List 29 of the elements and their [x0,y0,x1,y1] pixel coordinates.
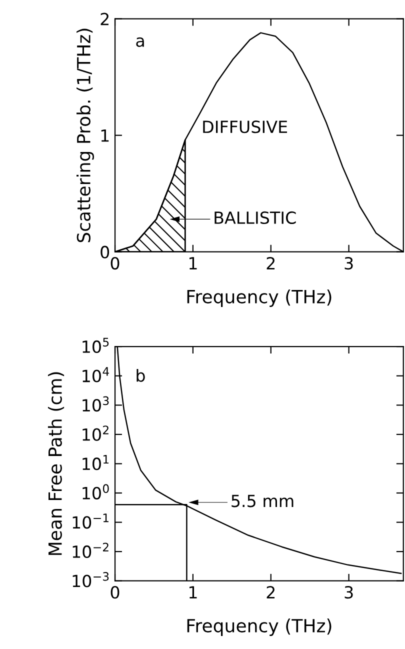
annotation: DIFFUSIVE [203,120,288,134]
y-tick-label: 10$^{2}$ [82,426,108,441]
annotation: 5.5 mm [232,494,294,508]
x-tick-label: 3 [344,586,353,599]
x-tick-label: 0 [110,586,120,599]
y-tick-label: 10$^{−1}$ [72,514,108,529]
x-tick-label: 1 [189,257,197,270]
y-tick-label: 0 [100,246,110,258]
x-tick-label: 1 [189,586,197,598]
y-tick-label: 10$^{−2}$ [72,542,108,558]
y-tick-label: 10$^{0}$ [82,484,109,500]
y-tick-label: 1 [101,129,109,142]
y-tick-label: 10$^{1}$ [82,455,109,470]
y-tick-label: 10$^{4}$ [82,367,109,382]
y-axis-title: Mean Free Path (cm) [48,372,64,555]
y-tick-label: 10$^{3}$ [82,396,109,412]
x-axis-title: Frequency (THz) [187,618,332,636]
x-axis-title: Frequency (THz) [187,289,332,307]
x-tick-label: 2 [266,586,275,598]
y-tick-label: 10$^{5}$ [82,338,109,354]
x-tick-label: 3 [344,256,353,270]
annotation: a [136,37,144,47]
annotation: b [136,368,145,382]
y-tick-label: 2 [100,12,108,26]
x-tick-label: 2 [266,256,275,270]
x-tick-label: 0 [110,256,120,270]
annotation: BALLISTIC [214,211,296,224]
y-axis-title: Scattering Prob. (1/THz) [76,28,94,242]
y-tick-label: 10$^{−3}$ [72,572,109,588]
